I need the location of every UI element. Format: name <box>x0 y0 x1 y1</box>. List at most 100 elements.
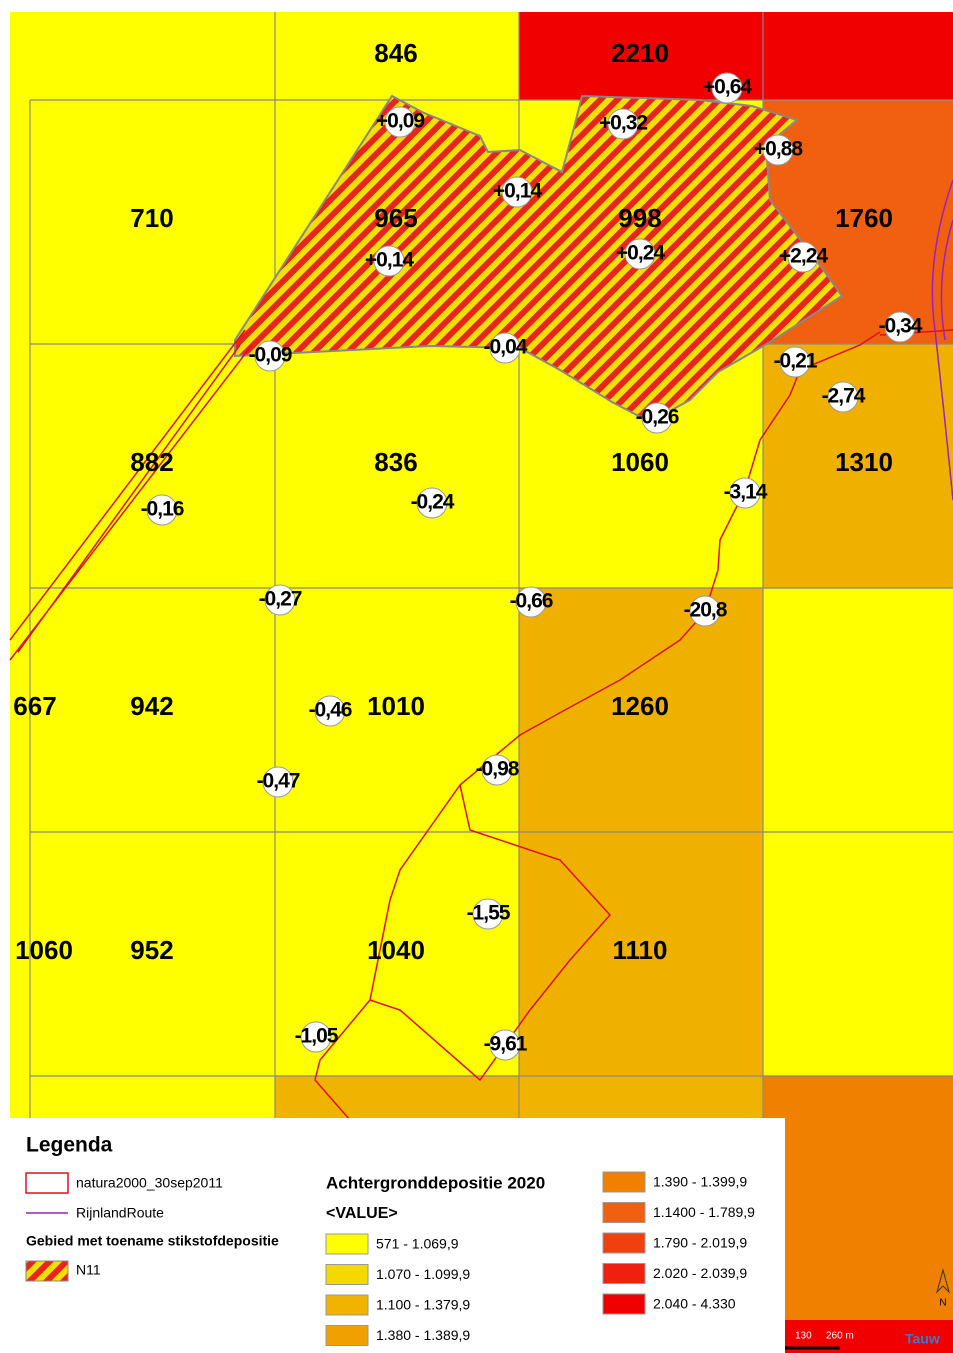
change-label: -0,09 <box>249 344 292 367</box>
legend-label: 1.070 - 1.099,9 <box>376 1266 470 1282</box>
north-label: N <box>939 1298 946 1309</box>
natura-line <box>9 329 253 661</box>
change-marker <box>762 134 794 166</box>
change-label: -9,61 <box>484 1033 528 1056</box>
change-label: +0,14 <box>493 180 542 203</box>
legend-label: natura2000_30sep2011 <box>76 1175 223 1191</box>
change-marker <box>264 584 296 616</box>
rijnlandroute <box>931 179 953 501</box>
legend-label: N11 <box>76 1262 101 1278</box>
cell-value: 965 <box>374 203 417 233</box>
change-marker <box>884 311 916 343</box>
change-label: +2,24 <box>779 245 828 268</box>
cell-labels: 846 2210 710 965 998 1760 882 836 1060 1310 667 942… <box>13 38 893 965</box>
change-marker <box>641 402 673 434</box>
legend-heading: Gebied met toename stikstofdepositie <box>26 1233 279 1249</box>
change-marker <box>300 1021 332 1053</box>
cell-value: 667 <box>13 691 56 721</box>
change-label: -0,26 <box>636 406 679 429</box>
legend-swatch <box>325 1325 369 1346</box>
cell-value: 1010 <box>367 691 425 721</box>
change-label: -0,66 <box>510 590 553 613</box>
cell-value: 1110 <box>613 935 668 965</box>
cell-value: 998 <box>618 203 661 233</box>
change-markers: +0,64 +0,09 +0,32 +0,88 +0,14 +0,14 +0,24 +2,24… <box>141 72 924 1061</box>
cell-value: 942 <box>130 691 173 721</box>
change-marker <box>384 106 416 138</box>
change-label: -0,16 <box>141 498 184 521</box>
n11-area <box>234 94 844 424</box>
legend-swatch <box>325 1264 369 1285</box>
legend-title: Legenda <box>26 1134 113 1157</box>
cell-value: 710 <box>130 203 173 233</box>
legend-swatch <box>602 1171 646 1193</box>
change-marker <box>489 332 521 364</box>
natura-line <box>314 331 881 1121</box>
raster-cell <box>519 832 763 1076</box>
change-marker <box>787 241 819 273</box>
scale-label: 260 m <box>826 1331 854 1342</box>
cell-value: 1760 <box>835 203 893 233</box>
cell-value: 952 <box>130 935 173 965</box>
change-label: -0,27 <box>259 588 302 611</box>
cell-value: 882 <box>130 447 173 477</box>
change-marker <box>254 340 286 372</box>
change-label: -0,04 <box>484 336 528 359</box>
change-marker <box>729 477 761 509</box>
change-marker <box>607 108 639 140</box>
legend-label: 1.790 - 2.019,9 <box>653 1235 747 1251</box>
legend-label: 1.390 - 1.399,9 <box>653 1174 747 1190</box>
change-marker <box>262 766 294 798</box>
change-label: -0,98 <box>476 758 520 781</box>
legend-label: 2.040 - 4.330 <box>653 1296 736 1312</box>
brand: Tauw <box>905 1331 940 1347</box>
change-marker <box>689 595 721 627</box>
legend-swatch <box>325 1233 369 1255</box>
change-label: -0,47 <box>257 770 300 793</box>
cell-value: 1310 <box>835 447 893 477</box>
change-marker <box>624 238 656 270</box>
natura-line <box>369 784 612 1082</box>
cell-value: 2210 <box>611 38 669 68</box>
change-marker <box>373 245 405 277</box>
legend-label: 1.380 - 1.389,9 <box>376 1327 470 1343</box>
cell-value: 1040 <box>367 935 425 965</box>
scale-label: 130 <box>795 1331 812 1342</box>
change-label: +0,14 <box>365 249 414 272</box>
legend-swatch <box>325 1294 369 1316</box>
route-line <box>931 179 953 501</box>
cell-value: 1260 <box>611 691 669 721</box>
legend-label: RijnlandRoute <box>76 1205 164 1221</box>
change-marker <box>416 487 448 519</box>
legend-label: 2.020 - 2.039,9 <box>653 1265 747 1281</box>
legend-swatch <box>602 1293 646 1315</box>
cell-value: 1060 <box>611 447 669 477</box>
legend-swatch <box>602 1263 646 1284</box>
change-marker <box>501 176 533 208</box>
legend-label: 1.1400 - 1.789,9 <box>653 1204 755 1220</box>
change-label: -0,21 <box>774 350 818 373</box>
legend-swatch <box>602 1202 646 1223</box>
change-label: -0,46 <box>309 699 352 722</box>
legend-heading: <VALUE> <box>326 1205 398 1222</box>
cell-value: 846 <box>374 38 417 68</box>
change-label: +0,64 <box>703 76 752 99</box>
change-marker <box>827 381 859 413</box>
raster-cell <box>763 1076 953 1353</box>
legend-label: 1.100 - 1.379,9 <box>376 1297 470 1313</box>
change-marker <box>472 898 504 930</box>
change-marker <box>779 346 811 378</box>
legend-label: 571 - 1.069,9 <box>376 1236 459 1252</box>
change-marker <box>489 1029 521 1061</box>
legend-symbol <box>25 1260 69 1282</box>
cell-value: 1060 <box>15 935 73 965</box>
legend-symbol <box>25 1172 69 1194</box>
cell-value: 836 <box>374 447 417 477</box>
legend-box <box>10 1118 785 1353</box>
change-label: +0,24 <box>616 242 665 265</box>
change-label: -20,8 <box>684 599 728 622</box>
change-marker <box>711 72 743 104</box>
legend-heading: Achtergronddepositie 2020 <box>326 1173 545 1192</box>
north-arrow <box>936 1268 950 1294</box>
